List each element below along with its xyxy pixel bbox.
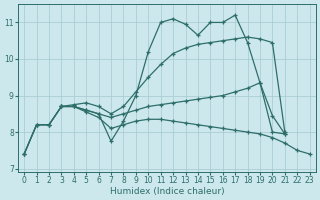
X-axis label: Humidex (Indice chaleur): Humidex (Indice chaleur): [109, 187, 224, 196]
